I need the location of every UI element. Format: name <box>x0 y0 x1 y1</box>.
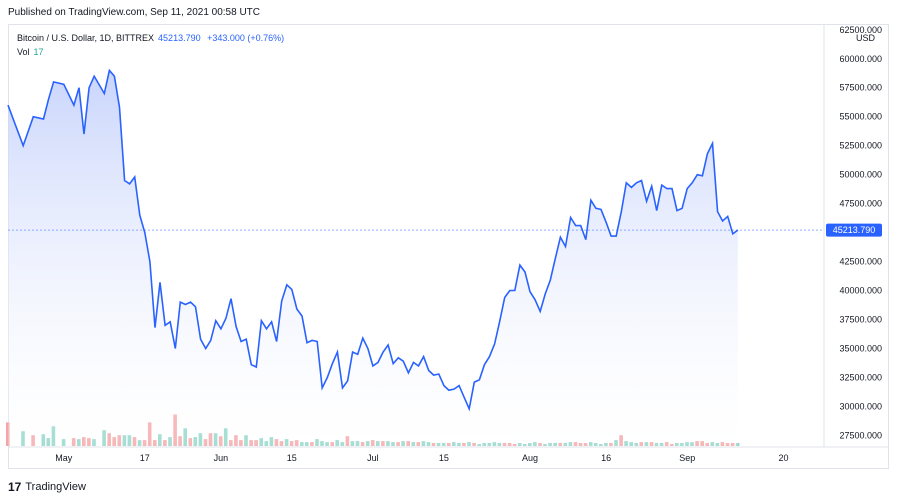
brand-name: TradingView <box>25 481 86 493</box>
price-tick-label: 27500.000 <box>839 430 882 440</box>
price-tick-label: 35000.000 <box>839 344 882 354</box>
volume-legend[interactable]: Vol 17 <box>17 47 44 57</box>
symbol-title: Bitcoin / U.S. Dollar, 1D, BITTREX <box>17 33 155 43</box>
price-tick-label: 32500.000 <box>839 373 882 383</box>
price-tick-label: 50000.000 <box>839 170 882 180</box>
legend-price: 45213.790 <box>158 33 201 43</box>
time-tick-label: 15 <box>439 453 449 463</box>
time-tick-label: 15 <box>287 453 297 463</box>
price-tick-label: 37500.000 <box>839 315 882 325</box>
volume-value: 17 <box>33 47 44 57</box>
time-tick-label: 17 <box>140 453 150 463</box>
time-tick-label: May <box>55 453 73 463</box>
footer-branding[interactable]: 17 TradingView <box>8 480 86 494</box>
price-tick-label: 57500.000 <box>839 83 882 93</box>
time-tick-label: Jul <box>367 453 379 463</box>
price-tick-label: 40000.000 <box>839 286 882 296</box>
price-tick-label: 55000.000 <box>839 112 882 122</box>
legend-change: +343.000 (+0.76%) <box>207 33 285 43</box>
last-price-value: 45213.790 <box>833 225 876 235</box>
price-line <box>7 68 739 412</box>
time-tick-label: Sep <box>679 453 695 463</box>
tradingview-logo-icon: 17 <box>8 480 22 494</box>
price-tick-label: 30000.000 <box>839 401 882 411</box>
volume-label: Vol <box>17 47 30 57</box>
price-tick-label: 62500.000 <box>839 25 882 35</box>
time-axis[interactable]: May 17 Jun 15 Jul 15 Aug 16 Sep 20 <box>55 453 788 463</box>
price-tick-label: 52500.000 <box>839 141 882 151</box>
published-caption: Published on TradingView.com, Sep 11, 20… <box>8 7 261 18</box>
symbol-legend[interactable]: Bitcoin / U.S. Dollar, 1D, BITTREX 45213.… <box>17 33 284 43</box>
time-tick-label: Jun <box>214 453 229 463</box>
volume-bar <box>6 422 10 446</box>
time-tick-label: 16 <box>601 453 611 463</box>
currency-label: USD <box>856 33 876 43</box>
price-area-fill <box>8 70 738 448</box>
last-price-label: 45213.790 <box>826 223 882 237</box>
price-tick-label: 60000.000 <box>839 54 882 64</box>
price-tick-label: 42500.000 <box>839 257 882 267</box>
price-tick-label: 47500.000 <box>839 199 882 209</box>
time-tick-label: 20 <box>778 453 788 463</box>
time-tick-label: Aug <box>522 453 538 463</box>
